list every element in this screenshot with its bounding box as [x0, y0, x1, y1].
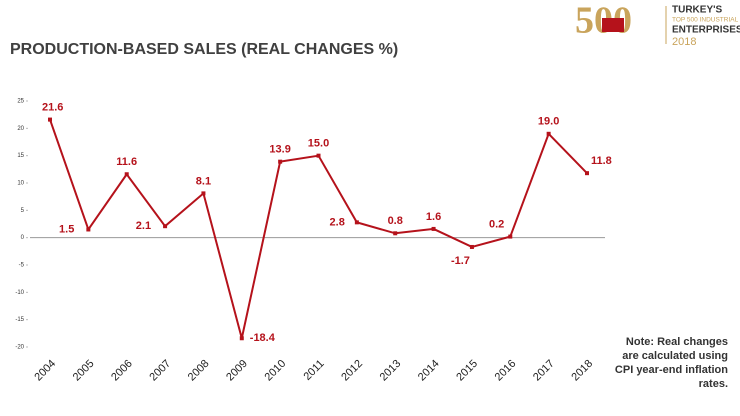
- point: [469, 244, 474, 249]
- point: [316, 153, 321, 158]
- point: [239, 336, 244, 341]
- data-label: 2.1: [136, 220, 151, 232]
- x-tick-label: 2012: [339, 358, 365, 384]
- logo-text: ENTERPRISES: [672, 25, 740, 36]
- x-tick-label: 2006: [109, 358, 135, 384]
- data-label: 13.9: [269, 144, 290, 156]
- y-tick-label: 5: [21, 208, 25, 214]
- x-tick-label: 2009: [224, 358, 250, 384]
- data-label: 11.6: [116, 156, 137, 168]
- x-tick-label: 2014: [416, 358, 442, 384]
- point: [278, 159, 283, 164]
- x-tick-label: 2005: [71, 358, 97, 384]
- x-tick-label: 2016: [493, 358, 519, 384]
- chart-title: PRODUCTION-BASED SALES (REAL CHANGES %): [10, 41, 398, 58]
- logo-badge: [602, 18, 624, 32]
- x-tick-label: 2007: [147, 358, 173, 384]
- data-label: 1.5: [59, 223, 74, 235]
- point: [124, 172, 129, 177]
- logo-year: 2018: [672, 36, 696, 48]
- logo-text: TOP 500 INDUSTRIAL: [672, 17, 739, 24]
- point: [354, 220, 359, 225]
- point: [546, 131, 551, 136]
- y-tick-label: -10: [15, 290, 24, 296]
- data-label: 1.6: [426, 211, 441, 223]
- data-label: 0.8: [388, 215, 403, 227]
- x-tick-label: 2008: [186, 358, 212, 384]
- logo-text: TURKEY'S: [672, 5, 722, 16]
- data-label: 11.8: [591, 155, 612, 167]
- data-label: -1.7: [451, 255, 470, 267]
- x-tick-label: 2013: [378, 358, 404, 384]
- data-label: 21.6: [42, 101, 63, 113]
- y-tick-label: -5: [19, 263, 25, 269]
- y-tick-label: 10: [17, 181, 24, 187]
- note: Note: Real changes: [626, 336, 728, 348]
- point: [163, 224, 168, 229]
- point: [393, 231, 398, 236]
- y-tick-label: 20: [17, 126, 24, 132]
- y-tick-label: -20: [15, 345, 24, 351]
- data-label: 8.1: [196, 175, 211, 187]
- y-tick-label: 15: [17, 153, 24, 159]
- y-tick-label: 25: [17, 99, 24, 105]
- point: [431, 226, 436, 231]
- data-label: -18.4: [250, 332, 276, 344]
- logo: 500 TURKEY'S TOP 500 INDUSTRIAL ENTERPRI…: [575, 0, 740, 48]
- note: are calculated using: [622, 350, 728, 362]
- data-label: 2.8: [330, 216, 345, 228]
- note: rates.: [699, 378, 728, 390]
- point: [201, 191, 206, 196]
- data-label: 15.0: [308, 138, 329, 150]
- x-tick-label: 2011: [301, 358, 326, 383]
- x-tick-label: 2015: [454, 358, 480, 384]
- y-tick-label: 0: [21, 235, 25, 241]
- x-tick-label: 2017: [531, 358, 557, 384]
- x-tick-label: 2004: [32, 358, 58, 384]
- point: [86, 227, 91, 232]
- x-tick-label: 2010: [263, 358, 289, 384]
- point: [508, 234, 513, 239]
- x-tick-label: 2018: [569, 358, 595, 384]
- data-label: 19.0: [538, 116, 559, 128]
- note: CPI year-end inflation: [615, 364, 728, 376]
- point: [48, 117, 52, 122]
- data-label: 0.2: [489, 218, 504, 230]
- point: [585, 171, 589, 176]
- y-tick-label: -15: [15, 317, 24, 323]
- series-line: [49, 119, 588, 339]
